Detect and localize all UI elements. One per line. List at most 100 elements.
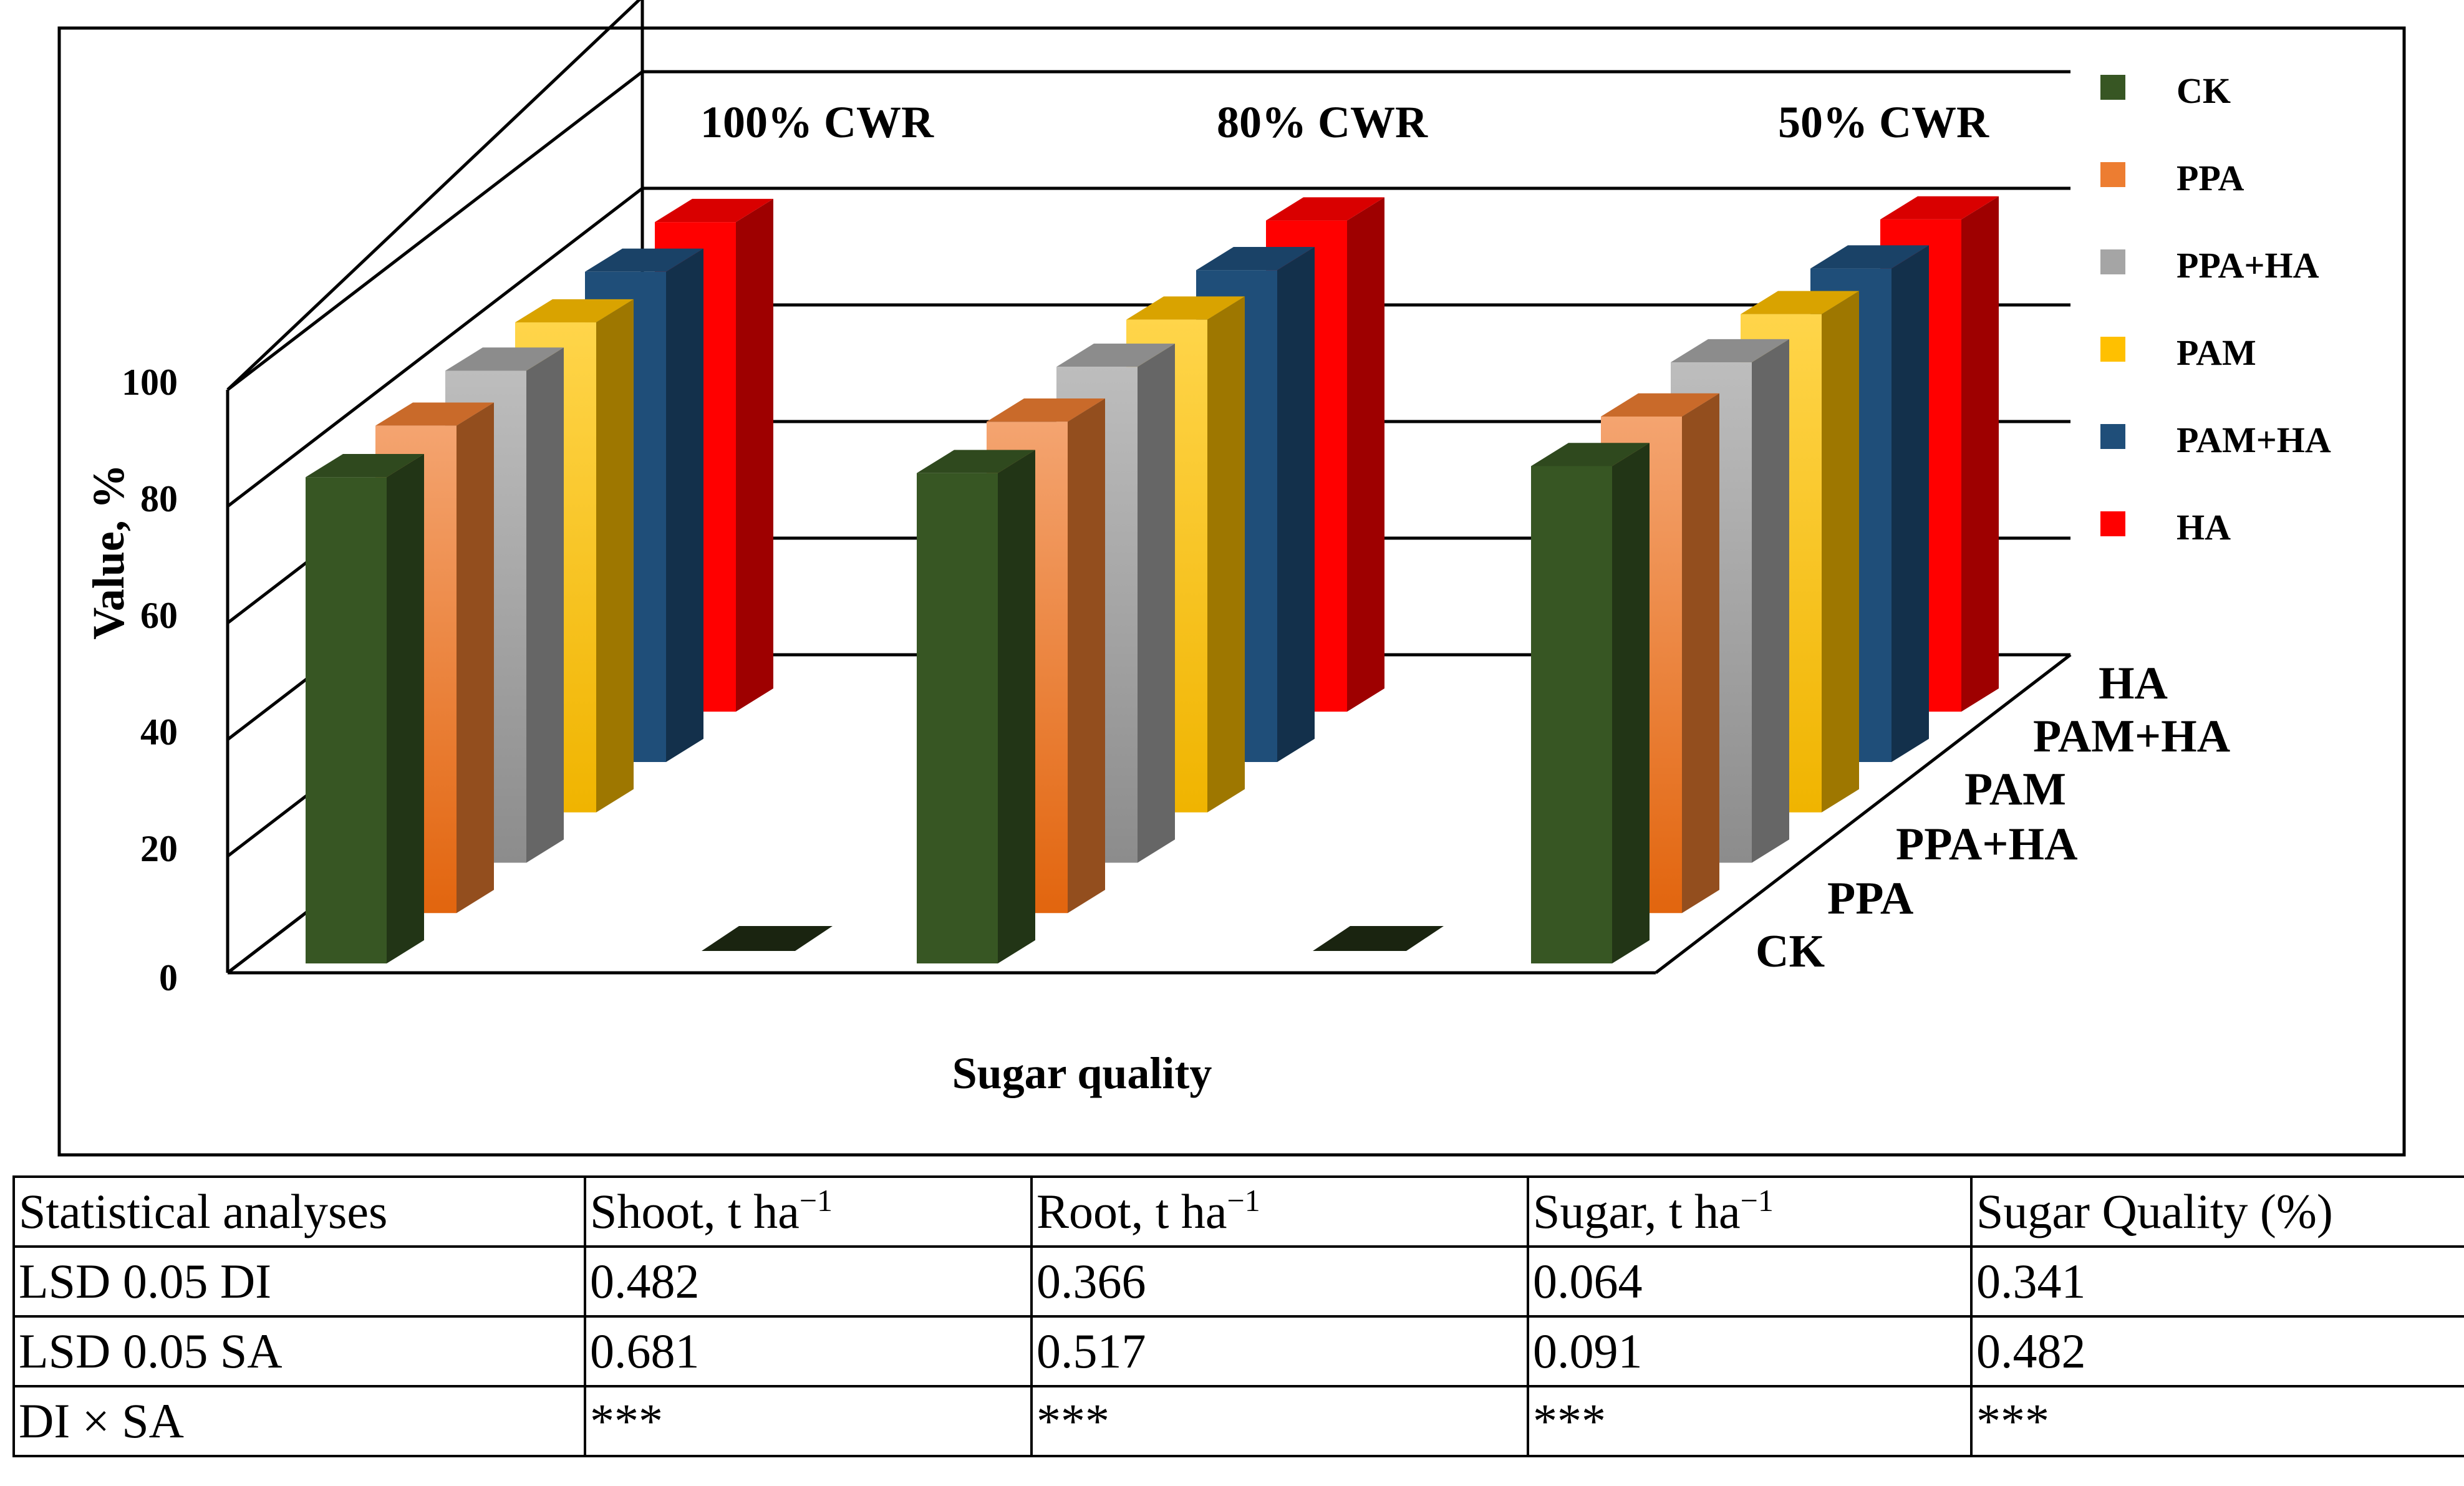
depth-axis-label: PPA+HA <box>1896 819 2078 870</box>
bar-top-pam <box>1126 296 1245 320</box>
table-cell: *** <box>1030 1385 1529 1457</box>
y-tick-label: 100 <box>122 362 178 403</box>
floor-marker <box>1313 926 1444 951</box>
bar-top-ha <box>1880 196 1999 220</box>
table-cell: 0.482 <box>1970 1315 2464 1387</box>
table-row: DI × SA *** *** *** *** <box>12 1385 2464 1457</box>
y-tick-label: 80 <box>140 478 178 519</box>
grid-line-left <box>226 187 644 508</box>
y-tick-label: 0 <box>159 957 178 998</box>
bar-side-ck <box>1612 443 1650 963</box>
bar-top-ppa-ha <box>1056 344 1175 367</box>
bar-top-pam <box>1741 291 1859 314</box>
table-header-cell: Sugar, t ha−1 <box>1527 1175 1973 1248</box>
bars <box>306 196 1999 963</box>
bar-side-pam <box>596 299 634 813</box>
table-header-cell: Shoot, t ha−1 <box>584 1175 1033 1248</box>
bar-top-pam-ha <box>1196 246 1315 271</box>
bar-top-ppa <box>1601 393 1719 417</box>
y-tick-label: 20 <box>140 828 178 869</box>
legend-swatch <box>2100 424 2125 449</box>
bar-top-ha <box>655 198 773 223</box>
depth-axis-label: PAM <box>1964 764 2066 815</box>
bar-side-ck <box>998 450 1035 963</box>
bar-top-pam <box>515 299 634 323</box>
bar-top-ppa-ha <box>445 347 564 371</box>
bar-side-ppa-ha <box>526 347 564 863</box>
table-cell: 0.366 <box>1030 1245 1529 1318</box>
legend-swatch <box>2100 162 2125 187</box>
bar-top-ck <box>306 454 424 478</box>
bar-side-ppa <box>457 402 494 914</box>
legend-label: PPA+HA <box>2177 245 2319 286</box>
bar-top-ha <box>1266 197 1384 221</box>
y-axis-title: Value, % <box>84 464 133 639</box>
bar-ck-80cwr <box>917 473 998 963</box>
table-cell: LSD 0.05 SA <box>12 1315 586 1387</box>
table-cell: 0.482 <box>584 1245 1033 1318</box>
table-cell: LSD 0.05 DI <box>12 1245 586 1318</box>
y-tick-label: 60 <box>140 595 178 636</box>
grid-line-left <box>226 70 644 391</box>
statistics-table: Statistical analyses Shoot, t ha−1 Root, t… <box>12 1175 2464 1457</box>
legend-label: CK <box>2177 70 2231 111</box>
floor-marker <box>702 926 833 951</box>
bar-side-ha <box>1961 196 1999 712</box>
category-label: 80% CWR <box>1217 97 1428 147</box>
table-cell: DI × SA <box>12 1385 586 1457</box>
bar-top-pam-ha <box>585 248 703 272</box>
table-cell: 0.517 <box>1030 1315 1529 1387</box>
y-tick-label: 40 <box>140 712 178 753</box>
bar-top-ppa <box>375 402 494 426</box>
table-row: LSD 0.05 DI 0.482 0.366 0.064 0.341 <box>12 1245 2464 1318</box>
table-cell: 0.064 <box>1527 1245 1973 1318</box>
table-row: LSD 0.05 SA 0.681 0.517 0.091 0.482 <box>12 1315 2464 1387</box>
bar-ck-50cwr <box>1531 466 1612 963</box>
table-cell: *** <box>1970 1385 2464 1457</box>
bar-top-ppa-ha <box>1671 339 1789 363</box>
table-header-cell: Root, t ha−1 <box>1030 1175 1529 1248</box>
table-cell: 0.681 <box>584 1315 1033 1387</box>
bar-top-ppa <box>987 398 1105 422</box>
bar-side-ppa <box>1068 398 1105 914</box>
table-header-cell: Sugar Quality (%) <box>1970 1175 2464 1248</box>
category-label: 50% CWR <box>1778 97 1989 147</box>
depth-axis-label: PAM+HA <box>2033 711 2230 762</box>
legend-label: PPA <box>2177 158 2244 198</box>
bar-side-ppa-ha <box>1138 344 1175 863</box>
floor-right-edge <box>1655 654 2072 974</box>
bar-top-ck <box>1531 443 1650 466</box>
depth-axis-label: PPA <box>1827 873 1913 924</box>
bar-side-pam-ha <box>1891 245 1929 762</box>
legend-swatch <box>2100 75 2125 100</box>
table-header-row: Statistical analyses Shoot, t ha−1 Root, t… <box>12 1175 2464 1248</box>
legend-swatch <box>2100 511 2125 536</box>
bar-top-ck <box>917 450 1035 473</box>
left-wall-top-edge <box>226 0 642 391</box>
bar-side-pam <box>1822 291 1859 813</box>
x-axis-title: Sugar quality <box>952 1048 1212 1098</box>
bar-side-ha <box>736 198 773 712</box>
table-cell: *** <box>1527 1385 1973 1457</box>
category-label: 100% CWR <box>700 97 934 147</box>
bar-side-ppa <box>1682 393 1719 914</box>
legend-swatch <box>2100 337 2125 362</box>
bar-side-ha <box>1347 197 1384 712</box>
table-header-cell: Statistical analyses <box>12 1175 586 1248</box>
legend-label: PAM+HA <box>2177 420 2331 460</box>
bar-side-pam <box>1207 296 1245 813</box>
legend-label: HA <box>2177 507 2231 548</box>
bar-ck-100cwr <box>306 477 387 963</box>
bar-side-pam-ha <box>666 248 703 762</box>
bar-top-pam-ha <box>1810 245 1929 269</box>
table-cell: 0.341 <box>1970 1245 2464 1318</box>
bar-side-pam-ha <box>1277 246 1315 763</box>
legend-label: PAM <box>2177 332 2256 373</box>
depth-axis-label: HA <box>2099 658 2168 709</box>
bar-side-ppa-ha <box>1752 339 1789 863</box>
legend-swatch <box>2100 249 2125 274</box>
bar-side-ck <box>387 454 424 963</box>
